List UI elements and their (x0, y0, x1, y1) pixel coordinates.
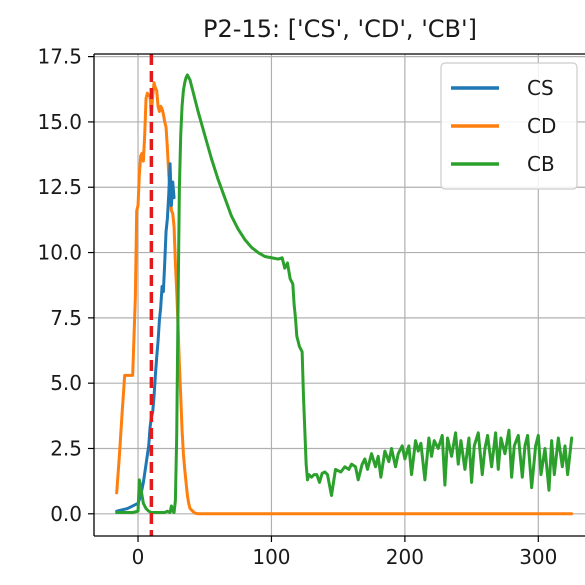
x-tick-label: 100 (252, 545, 290, 569)
x-tick-label: 0 (132, 545, 145, 569)
y-tick-label: 2.5 (50, 436, 82, 460)
y-tick-label: 17.5 (37, 45, 82, 69)
y-tick-label: 12.5 (37, 175, 82, 199)
ticks: 0 100 200 300 0.0 2.5 5.0 7.5 10.0 12.5 15.0 17.5 (37, 45, 557, 569)
chart-title: P2-15: ['CS', 'CD', 'CB'] (203, 15, 477, 43)
y-tick-label: 15.0 (37, 110, 82, 134)
x-tick-label: 200 (386, 545, 424, 569)
y-tick-label: 0.0 (50, 502, 82, 526)
legend-label-cs: CS (527, 76, 554, 100)
legend-label-cb: CB (527, 152, 555, 176)
x-tick-label: 300 (519, 545, 557, 569)
axes (93, 53, 585, 537)
y-tick-label: 5.0 (50, 371, 82, 395)
y-tick-label: 7.5 (50, 306, 82, 330)
series-line-cd (115, 81, 574, 516)
legend-label-cd: CD (527, 114, 556, 138)
legend: CS CD CB (440, 62, 578, 190)
series-lines (115, 73, 574, 516)
y-tick-label: 10.0 (37, 241, 82, 265)
series-line-cb (115, 73, 574, 514)
legend-box (440, 62, 578, 190)
series-line-cs (115, 162, 176, 513)
